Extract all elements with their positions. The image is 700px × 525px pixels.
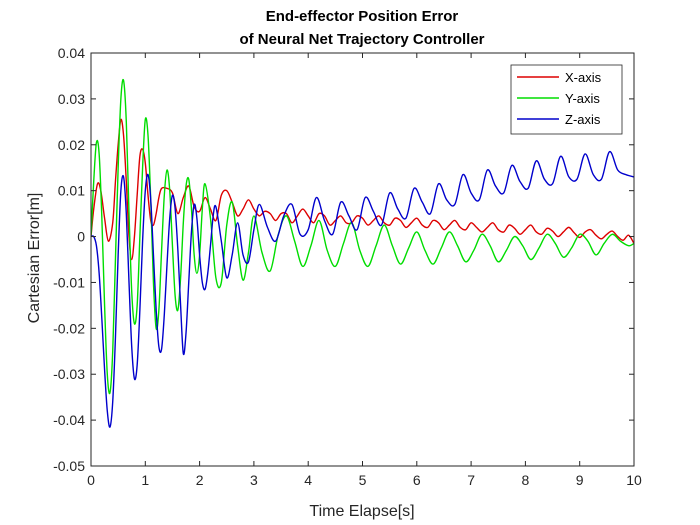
y-tick-label: -0.05: [53, 458, 85, 474]
y-axis-label: Cartesian Error[m]: [26, 193, 43, 324]
x-tick-label: 10: [626, 472, 642, 488]
x-tick-label: 5: [359, 472, 367, 488]
x-tick-label: 4: [304, 472, 312, 488]
legend-label-y-axis: Y-axis: [565, 91, 600, 106]
x-tick-label: 6: [413, 472, 421, 488]
x-tick-label: 8: [522, 472, 530, 488]
x-tick-label: 9: [576, 472, 584, 488]
y-tick-label: 0.02: [58, 137, 85, 153]
x-tick-label: 0: [87, 472, 95, 488]
x-tick-label: 1: [141, 472, 149, 488]
y-tick-label: -0.01: [53, 274, 85, 290]
series-line-z-axis: [91, 150, 634, 428]
chart-title-line-1: End-effector Position Error: [266, 8, 459, 25]
y-tick-label: -0.02: [53, 320, 85, 336]
x-tick-label: 7: [467, 472, 475, 488]
legend-label-x-axis: X-axis: [565, 70, 602, 85]
series-line-y-axis: [91, 78, 634, 395]
y-tick-label: -0.03: [53, 366, 85, 382]
x-tick-label: 3: [250, 472, 258, 488]
y-tick-label: 0.03: [58, 91, 85, 107]
chart-title-line-2: of Neural Net Trajectory Controller: [239, 31, 484, 48]
x-tick-label: 2: [196, 472, 204, 488]
y-tick-label: 0.04: [58, 45, 85, 61]
y-tick-label: 0: [77, 229, 85, 245]
x-axis-label: Time Elapse[s]: [309, 503, 414, 520]
legend-label-z-axis: Z-axis: [565, 112, 601, 127]
plot-area: 0 1 2 3 4 5 6 7 8 9 10 -0.05 -0.04 -0.03 -0.02 -0.01 0 0.…: [53, 45, 642, 488]
y-tick-label: -0.04: [53, 412, 85, 428]
y-tick-label: 0.01: [58, 183, 85, 199]
